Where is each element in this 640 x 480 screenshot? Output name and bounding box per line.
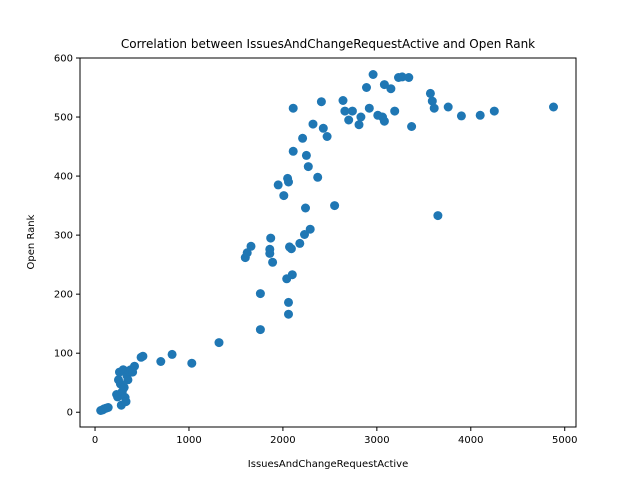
chart-title: Correlation between IssuesAndChangeReque… xyxy=(121,37,535,51)
data-point-60 xyxy=(318,123,328,133)
data-point-84 xyxy=(429,103,439,113)
data-point-55 xyxy=(303,162,313,172)
data-point-70 xyxy=(364,103,374,113)
data-point-39 xyxy=(279,191,289,201)
data-point-28 xyxy=(214,338,224,348)
data-point-62 xyxy=(330,201,340,211)
y-tick-label-400: 400 xyxy=(54,172,73,183)
data-point-74 xyxy=(379,80,389,90)
data-point-18 xyxy=(123,375,133,385)
data-point-85 xyxy=(433,211,443,221)
data-point-64 xyxy=(340,106,350,116)
data-point-47 xyxy=(287,270,297,280)
data-point-69 xyxy=(362,83,371,92)
data-point-37 xyxy=(268,257,278,267)
x-axis-ticks: 0 1000 2000 3000 4000 5000 xyxy=(92,427,577,446)
y-tick-label-600: 600 xyxy=(54,54,73,65)
data-point-86 xyxy=(443,102,453,112)
data-point-66 xyxy=(347,106,357,116)
x-tick-label-3000: 3000 xyxy=(364,435,389,446)
y-tick-label-100: 100 xyxy=(54,349,73,360)
data-point-53 xyxy=(301,203,310,213)
data-point-49 xyxy=(288,146,298,156)
data-point-88 xyxy=(475,110,485,120)
data-point-24 xyxy=(138,351,148,361)
data-point-65 xyxy=(344,115,354,125)
x-tick-label-4000: 4000 xyxy=(458,435,483,446)
x-tick-label-2000: 2000 xyxy=(270,435,295,446)
data-point-75 xyxy=(379,116,389,126)
data-point-30 xyxy=(242,248,252,258)
data-point-61 xyxy=(322,132,332,141)
data-point-38 xyxy=(273,180,283,190)
y-tick-label-200: 200 xyxy=(54,290,73,301)
data-point-58 xyxy=(313,172,323,182)
data-point-51 xyxy=(298,133,308,143)
data-point-63 xyxy=(338,96,348,105)
data-point-42 xyxy=(284,177,293,187)
y-tick-label-500: 500 xyxy=(54,113,73,124)
data-point-5 xyxy=(103,403,113,412)
data-point-14 xyxy=(119,382,129,392)
x-axis-label: IssuesAndChangeRequestActive xyxy=(248,459,408,470)
data-point-80 xyxy=(404,73,414,82)
y-axis-label: Open Rank xyxy=(26,214,37,269)
data-point-57 xyxy=(308,119,318,129)
data-point-82 xyxy=(425,88,435,98)
data-point-22 xyxy=(130,361,139,371)
data-point-31 xyxy=(246,241,256,251)
data-point-59 xyxy=(316,97,326,107)
data-point-89 xyxy=(489,106,499,116)
y-tick-label-0: 0 xyxy=(67,408,73,419)
data-point-35 xyxy=(265,244,275,254)
data-point-81 xyxy=(407,122,417,131)
points-layer xyxy=(96,70,558,415)
data-point-83 xyxy=(427,96,437,106)
data-point-33 xyxy=(255,289,265,299)
data-point-27 xyxy=(187,358,197,368)
data-point-25 xyxy=(156,357,166,366)
data-point-90 xyxy=(549,102,558,112)
data-point-54 xyxy=(301,150,311,160)
data-point-32 xyxy=(255,325,265,335)
data-point-16 xyxy=(121,397,131,407)
data-point-43 xyxy=(284,297,293,307)
y-tick-label-300: 300 xyxy=(54,231,73,242)
data-point-46 xyxy=(286,244,296,254)
data-point-56 xyxy=(305,224,315,234)
x-tick-label-5000: 5000 xyxy=(552,435,577,446)
data-point-79 xyxy=(397,72,407,82)
data-point-48 xyxy=(288,103,298,113)
data-point-36 xyxy=(266,233,276,243)
x-tick-label-0: 0 xyxy=(92,435,98,446)
data-point-50 xyxy=(295,238,305,248)
data-point-26 xyxy=(167,349,177,359)
data-point-77 xyxy=(390,106,400,116)
plot-area-frame xyxy=(79,57,577,428)
x-tick-label-1000: 1000 xyxy=(176,435,201,446)
data-point-67 xyxy=(354,120,364,130)
data-point-71 xyxy=(368,70,378,79)
data-point-76 xyxy=(386,84,396,94)
data-point-44 xyxy=(284,309,293,319)
data-point-87 xyxy=(456,111,466,121)
data-point-52 xyxy=(300,230,309,239)
y-axis-ticks: 0 100 200 300 400 500 600 xyxy=(54,54,80,419)
data-point-68 xyxy=(356,112,366,122)
